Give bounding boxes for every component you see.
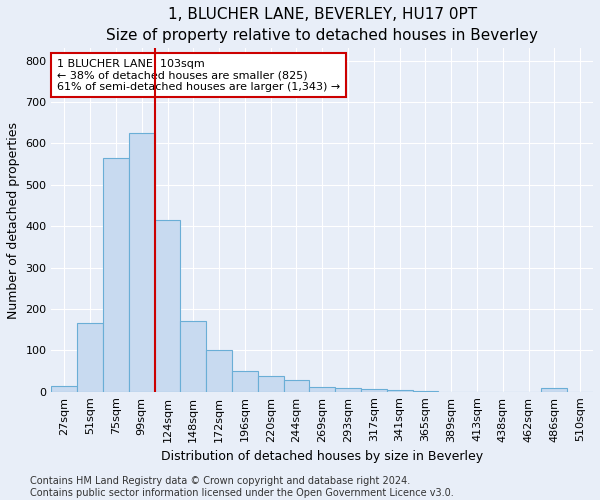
Bar (541, 388, 567, 392)
X-axis label: Distribution of detached houses by size in Beverley: Distribution of detached houses by size … (161, 450, 484, 463)
Y-axis label: Number of detached properties: Number of detached properties (7, 122, 20, 318)
Bar (103, 158, 129, 392)
Bar (129, 133, 155, 392)
Bar (310, 387, 335, 392)
Title: 1, BLUCHER LANE, BEVERLEY, HU17 0PT
Size of property relative to detached houses: 1, BLUCHER LANE, BEVERLEY, HU17 0PT Size… (106, 7, 538, 43)
Bar (206, 350, 232, 392)
Bar (181, 320, 206, 392)
Bar (52, 386, 77, 392)
Bar (335, 388, 361, 392)
Bar (387, 390, 413, 392)
Bar (155, 220, 181, 392)
Text: Contains HM Land Registry data © Crown copyright and database right 2024.
Contai: Contains HM Land Registry data © Crown c… (30, 476, 454, 498)
Bar (232, 371, 258, 392)
Bar (284, 380, 310, 392)
Bar (258, 376, 284, 392)
Bar (77, 324, 103, 392)
Text: 1 BLUCHER LANE: 103sqm
← 38% of detached houses are smaller (825)
61% of semi-de: 1 BLUCHER LANE: 103sqm ← 38% of detached… (57, 58, 340, 92)
Bar (361, 390, 387, 392)
